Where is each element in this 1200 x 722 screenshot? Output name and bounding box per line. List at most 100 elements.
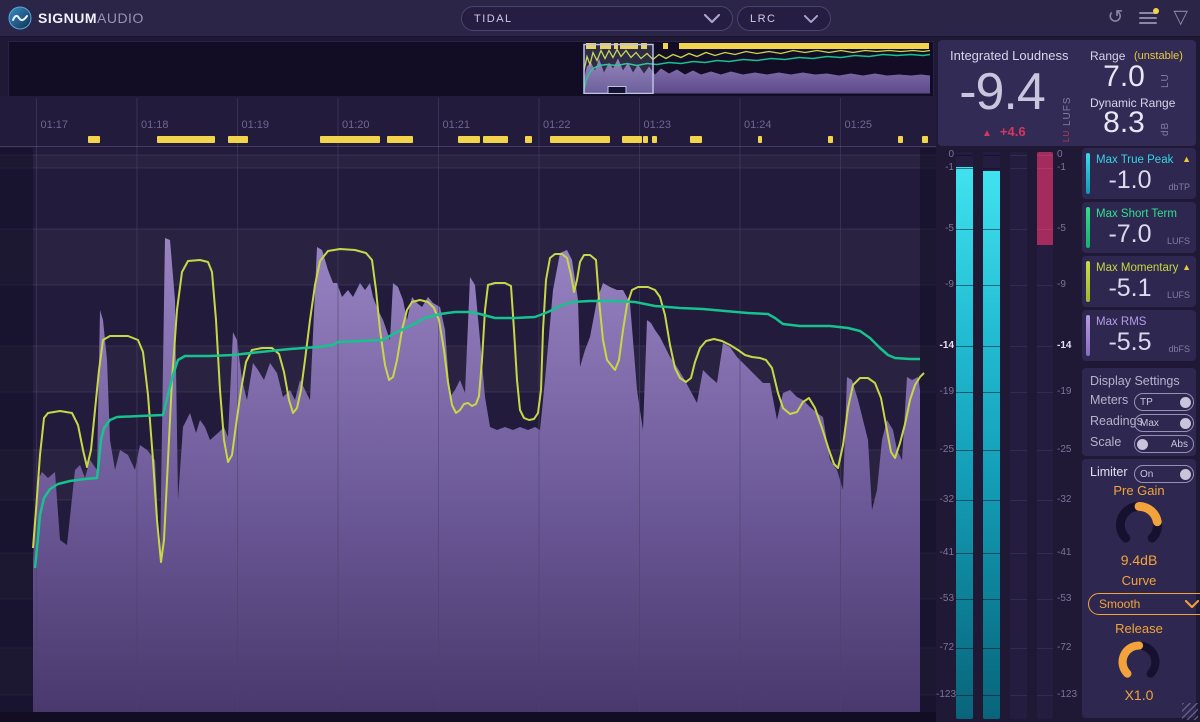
meter-scale-label: -25 — [1057, 444, 1072, 455]
meter-scale-label: -53 — [939, 593, 954, 604]
peak-meter-fill — [983, 171, 1000, 719]
meters-toggle[interactable]: TP — [1134, 393, 1194, 411]
limiter-panel: Limiter On Pre Gain 9.4dB Curve Smooth R… — [1082, 459, 1200, 718]
reading-value: -7.0 — [1108, 220, 1152, 248]
scale-toggle[interactable]: Abs — [1134, 435, 1194, 453]
dynamic-range-value: 8.3 — [1103, 106, 1145, 139]
range-value: 7.0 — [1103, 60, 1145, 93]
pre-gain-knob[interactable] — [1113, 499, 1165, 551]
menu-icon[interactable] — [1137, 5, 1160, 31]
dynamic-range-unit: dB — [1160, 121, 1171, 136]
integrated-loudness-panel: Integrated Loudness -9.4 LUFS ▲ +4.6 LU R… — [938, 40, 1196, 146]
meter-scale-label: -25 — [939, 444, 954, 455]
meter-scale-label: -72 — [1057, 642, 1072, 653]
curve-label: Curve — [1121, 573, 1157, 588]
integrated-loudness-title: Integrated Loudness — [950, 48, 1069, 63]
display-settings-title: Display Settings — [1090, 374, 1180, 388]
meter-scale-label: -5 — [1057, 223, 1066, 234]
dynamic-range-label: Dynamic Range — [1090, 96, 1176, 110]
preset-dropdown[interactable]: TIDAL — [461, 6, 733, 31]
reading-label: Max RMS — [1096, 316, 1147, 328]
meter-scale-label: -123 — [1057, 689, 1078, 700]
pre-gain-value: 9.4dB — [1120, 552, 1158, 568]
toggle-value: Abs — [1170, 438, 1188, 450]
signum-logo-icon — [8, 6, 32, 30]
reading-label: Max True Peak — [1096, 154, 1174, 166]
readings-setting-label: Readings — [1090, 414, 1143, 428]
brand-text: SIGNUMAUDIO — [38, 10, 144, 26]
collapse-icon[interactable]: ▽ — [1173, 7, 1188, 28]
range-label: Range — [1090, 49, 1126, 63]
meter-scale-label: -14 — [939, 340, 954, 351]
reading-unit: dbTP — [1168, 182, 1190, 192]
reading-label: Max Momentary — [1096, 262, 1179, 274]
curve-select[interactable]: Smooth — [1088, 593, 1200, 615]
toggle-value: TP — [1140, 396, 1153, 408]
reading-unit: LUFS — [1166, 236, 1190, 246]
delta-value: +4.6 — [999, 124, 1026, 139]
accent-bar — [1086, 207, 1090, 248]
meter-scale-label: -32 — [939, 494, 954, 505]
reading-max-true-peak[interactable]: Max True Peak ▲ -1.0 dbTP — [1082, 148, 1196, 199]
gain-reduction-meter — [1037, 152, 1053, 719]
reading-max-momentary[interactable]: Max Momentary ▲ -5.1 LUFS — [1082, 256, 1196, 307]
chevron-down-icon — [1185, 600, 1199, 608]
reading-unit: LUFS — [1166, 290, 1190, 300]
curve-value: Smooth — [1099, 597, 1141, 611]
loudness-delta: ▲ +4.6 — [982, 124, 1026, 139]
limiter-toggle[interactable]: On — [1134, 465, 1194, 483]
meter-scale-label: -19 — [1057, 386, 1072, 397]
resize-handle[interactable] — [1182, 703, 1198, 720]
delta-up-icon: ▲ — [982, 128, 992, 139]
release-value: X1.0 — [1124, 687, 1154, 703]
peak-meter-fill — [956, 167, 973, 719]
release-knob[interactable] — [1116, 639, 1162, 685]
range-unstable-flag: (unstable) — [1134, 50, 1183, 62]
warning-icon: ▲ — [1182, 262, 1191, 272]
timeline-label: 01:18 — [141, 119, 169, 131]
reading-unit: dbFS — [1168, 344, 1190, 354]
reading-value: -5.1 — [1108, 274, 1152, 302]
accent-bar — [1086, 153, 1090, 194]
meter-scale-label: -1 — [945, 162, 954, 173]
range-unit: LU — [1160, 73, 1171, 88]
meter-scale-label: -32 — [1057, 494, 1072, 505]
pre-gain-label: Pre Gain — [1113, 483, 1165, 498]
meter-scale-label: -9 — [945, 279, 954, 290]
timeline-label: 01:21 — [443, 119, 471, 131]
timeline-label: 01:19 — [242, 119, 270, 131]
meter-scale-label: -53 — [1057, 593, 1072, 604]
channel-mode-dropdown[interactable]: LRC — [737, 6, 831, 31]
reading-max-short-term[interactable]: Max Short Term ▲ -7.0 LUFS — [1082, 202, 1196, 253]
timeline-label: 01:22 — [543, 119, 571, 131]
gain-reduction-fill — [1037, 152, 1053, 245]
integrated-loudness-unit: LUFS — [1062, 96, 1073, 126]
reading-value: -1.0 — [1108, 166, 1152, 194]
session-overview[interactable] — [8, 41, 934, 97]
meter-scale-label: -41 — [1057, 547, 1072, 558]
scale-setting-label: Scale — [1090, 435, 1122, 449]
timeline-label: 01:20 — [342, 119, 370, 131]
toggle-knob — [1180, 396, 1191, 408]
meter-scale-label: -41 — [939, 547, 954, 558]
undo-icon[interactable]: ↺ — [1107, 7, 1124, 28]
reading-max-rms[interactable]: Max RMS ▲ -5.5 dbFS — [1082, 310, 1196, 361]
accent-bar — [1086, 315, 1090, 356]
timeline-label: 01:17 — [41, 119, 69, 131]
warning-icon: ▲ — [1182, 154, 1191, 164]
chevron-down-icon — [704, 14, 720, 23]
readings-toggle[interactable]: Max — [1134, 414, 1194, 432]
meters-setting-label: Meters — [1090, 393, 1129, 407]
overview-waveform — [583, 43, 931, 94]
toggle-knob — [1137, 438, 1148, 450]
level-meters: 0 -1 -5 -9 -14 -19 -25 -32 -41 -53 -72 -123 0 -1 -5 -9… — [936, 148, 1080, 722]
peak-meter-right — [983, 152, 1000, 719]
integrated-loudness-value: -9.4 — [959, 63, 1046, 121]
brand-bold: SIGNUM — [38, 10, 97, 26]
release-label: Release — [1115, 621, 1163, 636]
toggle-value: On — [1140, 468, 1154, 480]
timeline-label: 01:24 — [744, 119, 772, 131]
chevron-down-icon — [804, 14, 818, 23]
peak-meter-left — [956, 152, 973, 719]
meter-scale-label: -72 — [939, 642, 954, 653]
